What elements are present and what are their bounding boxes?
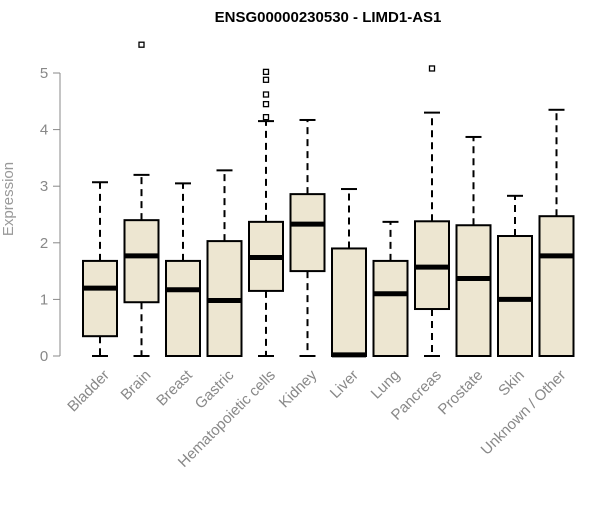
box-group [206,169,243,358]
x-tick-label: Lung [368,367,404,403]
box-group [248,68,284,357]
y-axis: 0 1 2 3 4 5 [40,65,61,365]
x-tick-label: Prostate [435,367,487,419]
y-tick-label: 2 [40,235,48,252]
box-group [455,135,492,357]
outlier-point [428,65,436,72]
x-tick-label: Brain [118,367,155,404]
y-tick-label: 1 [40,291,48,308]
outlier-point [262,68,270,76]
outlier-point [262,91,270,98]
y-tick-label: 5 [40,65,48,82]
box-group [82,181,118,357]
x-tick-label: Kidney [276,366,321,411]
box-group [414,65,450,357]
box [82,259,118,338]
outlier-point [138,41,145,48]
y-tick-label: 0 [40,348,48,365]
box-group [372,220,409,357]
y-tick-label: 4 [40,122,48,139]
x-tick-label: Liver [327,367,362,402]
box-group [497,194,533,357]
box-group [165,182,201,357]
box-group [123,41,160,357]
box-group [538,108,575,357]
box [372,259,409,357]
box [455,224,492,357]
box [123,219,160,304]
boxes-layer [82,41,575,358]
outlier-point [262,100,270,108]
y-axis-label: Expression [0,162,17,236]
box-group [289,118,326,357]
outlier-point [262,113,270,121]
outlier-point [262,76,270,83]
x-tick-label: Skin [495,367,528,400]
box [331,247,367,358]
y-tick-label: 3 [40,178,48,195]
box [165,259,201,357]
x-tick-label: Bladder [64,367,113,416]
box [289,193,326,273]
box [538,215,575,357]
box-group [331,188,367,358]
chart-title: ENSG00000230530 - LIMD1-AS1 [215,9,442,26]
box [497,235,533,357]
x-tick-label: Breast [153,366,196,409]
